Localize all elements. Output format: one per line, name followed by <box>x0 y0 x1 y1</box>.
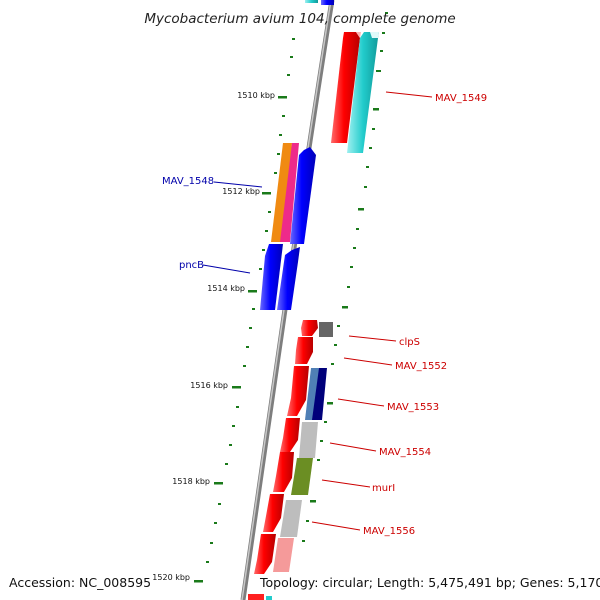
gene-mav-1549[interactable] <box>331 32 361 143</box>
gene-top-partial[interactable] <box>321 0 334 5</box>
gene-label-clps[interactable]: clpS <box>399 337 420 348</box>
kbp-label: 1518 kbp <box>172 477 210 486</box>
label-leaders <box>202 91 433 531</box>
left-scale-ring <box>194 38 295 583</box>
gene-clps[interactable] <box>301 320 318 336</box>
kbp-label: 1512 kbp <box>222 187 260 196</box>
gene-label-mav-1552[interactable]: MAV_1552 <box>395 361 447 372</box>
gene-label-pncb[interactable]: pncB <box>179 260 204 271</box>
gene-pncb[interactable] <box>260 244 283 310</box>
gene-mav-1556[interactable] <box>263 494 284 532</box>
gene-mav-1548-paired[interactable] <box>280 143 299 242</box>
gene-bottom-1[interactable] <box>254 534 276 574</box>
accession-text: Accession: NC_008595 <box>9 575 152 590</box>
gene-mav-1548-blue[interactable] <box>290 147 316 244</box>
gene-bottom-2[interactable] <box>248 594 264 600</box>
gene-clps-paired[interactable] <box>319 322 333 337</box>
kbp-label: 1516 kbp <box>190 381 228 390</box>
gene-label-muri[interactable]: murI <box>372 483 395 494</box>
gene-muri-paired[interactable] <box>291 458 313 495</box>
gene-top-partial-cyan[interactable] <box>305 0 318 3</box>
gene-mav-1554-paired[interactable] <box>299 422 318 458</box>
kbp-label: 1514 kbp <box>207 284 245 293</box>
gene-bottom-1-paired[interactable] <box>273 538 294 572</box>
gene-mav-1549-paired[interactable] <box>347 32 379 153</box>
gene-mav-1554[interactable] <box>280 418 300 452</box>
gene-label-mav-1556[interactable]: MAV_1556 <box>363 526 415 537</box>
page-title: Mycobacterium avium 104, complete genome <box>144 11 455 27</box>
gene-label-mav-1549[interactable]: MAV_1549 <box>435 93 487 104</box>
topology-summary: Topology: circular; Length: 5,475,491 bp… <box>260 575 600 590</box>
kbp-label: 1510 kbp <box>237 91 275 100</box>
gene-label-mav-1548[interactable]: MAV_1548 <box>162 176 214 187</box>
gene-pncb-paired[interactable] <box>277 247 300 310</box>
gene-muri[interactable] <box>273 452 294 492</box>
gene-label-mav-1553[interactable]: MAV_1553 <box>387 402 439 413</box>
gene-mav-1553[interactable] <box>287 366 309 416</box>
gene-mav-1553-paired-b[interactable] <box>312 368 327 420</box>
gene-mav-1552[interactable] <box>295 337 313 364</box>
kbp-label: 1520 kbp <box>152 573 190 582</box>
gene-bottom-2-paired[interactable] <box>266 596 272 600</box>
gene-label-mav-1554[interactable]: MAV_1554 <box>379 447 431 458</box>
gene-mav-1548[interactable] <box>271 143 292 242</box>
right-scale-ring <box>302 12 388 542</box>
gene-mav-1556-paired[interactable] <box>280 500 302 537</box>
